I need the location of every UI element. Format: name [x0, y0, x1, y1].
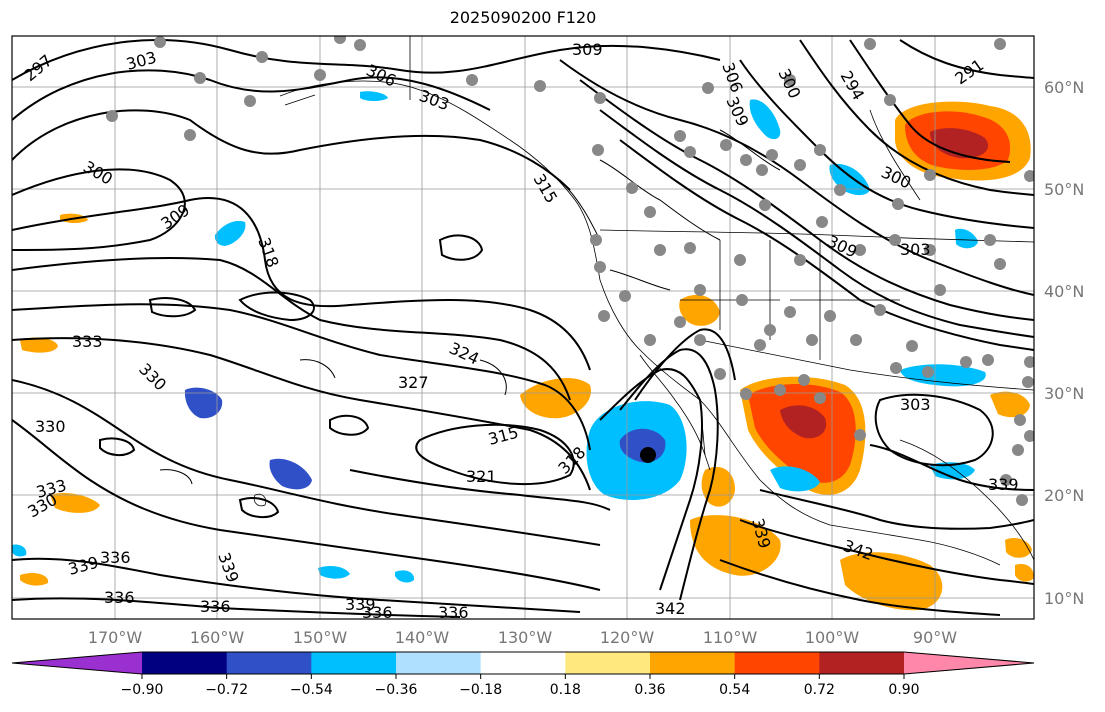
contour-label: 333 [72, 332, 103, 351]
contour-label: 303 [900, 395, 931, 414]
lat-tick-label: 10°N [1044, 589, 1084, 608]
coastlines [253, 36, 1034, 566]
anomaly-outline [159, 129, 781, 485]
lat-tick-label: 20°N [1044, 486, 1084, 505]
colorbar-tick-label: −0.18 [459, 682, 502, 698]
lat-tick-label: 30°N [1044, 384, 1084, 403]
colorbar-tick-label: −0.54 [290, 682, 333, 698]
lon-tick-label: 160°W [190, 628, 245, 647]
colorbar-tick-label: −0.90 [121, 682, 164, 698]
colorbar-segment [819, 652, 905, 674]
lon-tick-label: 150°W [293, 628, 348, 647]
contour-label: 336 [438, 603, 469, 622]
colorbar-tick-label: 0.36 [634, 682, 665, 698]
colorbar-segment [734, 652, 820, 674]
colorbar-tick-label: −0.36 [375, 682, 418, 698]
contour-label: 339 [345, 595, 376, 614]
lon-tick-label: 170°W [88, 628, 143, 647]
lon-tick-label: 120°W [600, 628, 655, 647]
contour-label: 303 [900, 240, 931, 259]
colorbar-segment [480, 652, 566, 674]
colorbar-tick-label: 0.72 [804, 682, 835, 698]
station-highlight [640, 447, 656, 463]
colorbar-segment [311, 652, 397, 674]
lon-tick-label: 110°W [703, 628, 758, 647]
contour-label: 330 [35, 417, 66, 436]
plot-frame [11, 35, 1035, 620]
lon-tick-label: 130°W [498, 628, 553, 647]
contour-label: 321 [466, 467, 497, 486]
geopotential-contours [12, 39, 1034, 618]
colorbar-segment [396, 652, 482, 674]
lat-tick-label: 60°N [1044, 78, 1084, 97]
lat-tick-label: 50°N [1044, 180, 1084, 199]
colorbar-segment [226, 652, 312, 674]
contour-label: 327 [398, 373, 429, 392]
lon-tick-label: 100°W [805, 628, 860, 647]
station-markers [106, 36, 1034, 506]
contour-label: 336 [100, 548, 131, 567]
contour-label: 336 [104, 588, 135, 607]
contour-label: 336 [362, 603, 393, 622]
negative-shading [12, 91, 986, 583]
colorbar-extend-low [12, 652, 142, 674]
lat-tick-label: 40°N [1044, 282, 1084, 301]
latitude-axis: 60°N 50°N 40°N 30°N 20°N 10°N [1044, 78, 1084, 608]
colorbar-segment [565, 652, 651, 674]
colorbar-tick-label: 0.54 [719, 682, 750, 698]
lon-tick-label: 90°W [913, 628, 957, 647]
plot-area [12, 36, 1034, 619]
colorbar-tick-label: 0.90 [888, 682, 919, 698]
contour-label: 342 [655, 599, 686, 618]
colorbar-tick-label: 0.18 [550, 682, 581, 698]
colorbar-segment [142, 652, 228, 674]
lon-tick-label: 140°W [395, 628, 450, 647]
graticule [12, 36, 1034, 619]
contour-label: 339 [988, 475, 1019, 494]
colorbar: −0.90 −0.72 −0.54 −0.36 −0.18 0.18 0.36 0.54 0.7… [11, 651, 1035, 698]
colorbar-segment [650, 652, 736, 674]
colorbar-tick-label: −0.72 [205, 682, 248, 698]
map-title: 2025090200 F120 [449, 8, 597, 27]
longitude-axis: 170°W 160°W 150°W 140°W 130°W 120°W 110°… [88, 628, 957, 647]
colorbar-extend-high [904, 652, 1034, 674]
contour-label: 309 [572, 40, 603, 59]
contour-label: 336 [200, 597, 231, 616]
